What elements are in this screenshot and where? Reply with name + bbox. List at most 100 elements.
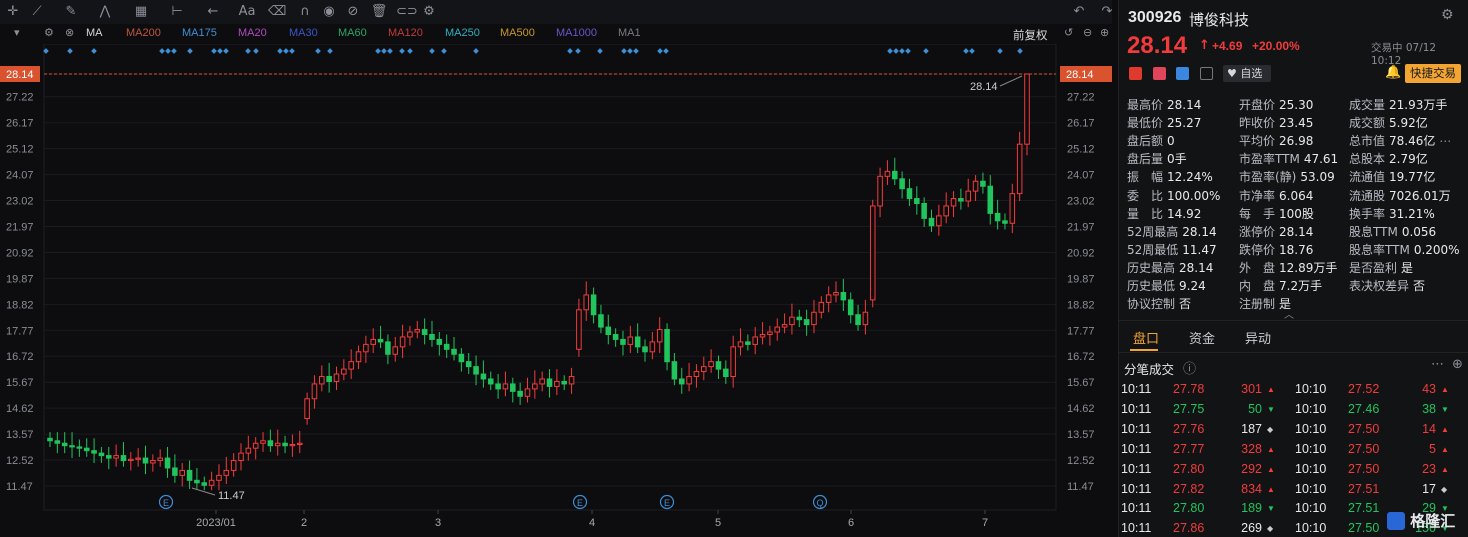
- redo-icon[interactable]: ↷: [1101, 4, 1113, 19]
- eraser-icon[interactable]: ⌫: [268, 4, 287, 19]
- line-icon[interactable]: ⟋: [32, 4, 42, 19]
- more-icon[interactable]: ⋯: [1435, 134, 1452, 149]
- magnet-icon[interactable]: ∩: [300, 4, 310, 19]
- gear-icon[interactable]: ⚙: [44, 27, 54, 39]
- range-icon[interactable]: ⊢: [171, 4, 183, 19]
- tab-0[interactable]: 盘口: [1133, 332, 1160, 347]
- ma-item-ma1000[interactable]: MA1000: [556, 27, 597, 39]
- reset-icon[interactable]: ↺: [1064, 27, 1074, 39]
- expand-icon[interactable]: ⊕: [1452, 357, 1463, 372]
- stat-5-2: 流通股 7026.01万: [1349, 187, 1451, 204]
- drawing-toolbar: ✛ ⟋ ✎ ⋀ ▦ ⊢ ← Aa ⌫ ∩ ◉ ⊘ 🗑 ⊂⊃ ⚙ ↶ ↷: [0, 0, 1112, 24]
- settings-icon[interactable]: ⚙: [1441, 7, 1454, 23]
- stock-name: 博俊科技: [1189, 11, 1250, 29]
- tick-volume: 38: [1422, 401, 1436, 416]
- event-diamond-icon: [473, 48, 479, 54]
- doc-icon[interactable]: [1200, 67, 1213, 80]
- tick-price: 27.78: [1173, 382, 1205, 396]
- zoom-out-icon[interactable]: ⊖: [1083, 27, 1093, 39]
- event-diamond-icon: [165, 48, 171, 54]
- low-pointer: [191, 487, 216, 496]
- ma-item-ma30[interactable]: MA30: [289, 27, 318, 39]
- candle-body: [245, 447, 252, 454]
- ma-item-ma200[interactable]: MA200: [126, 27, 161, 39]
- candle-body: [884, 170, 891, 177]
- text-icon[interactable]: Aa: [238, 4, 256, 19]
- stat-value: 7.2万手: [1279, 279, 1323, 293]
- tick-direction-icon: ▲: [1267, 464, 1275, 474]
- more-icon[interactable]: ⋯: [1431, 357, 1444, 372]
- stat-key: 委 比: [1127, 188, 1164, 203]
- collapse-icon[interactable]: ︿: [1284, 310, 1294, 321]
- lightning-icon[interactable]: [1153, 67, 1166, 80]
- info-icon[interactable]: ⓘ: [1183, 362, 1197, 377]
- hide-icon[interactable]: ⊘: [347, 4, 359, 19]
- tick-volume: 292: [1241, 461, 1262, 476]
- polyline-icon[interactable]: ⋀: [99, 4, 111, 19]
- tick-direction-icon: ▲: [1441, 424, 1449, 434]
- candlestick-chart[interactable]: 28.14 28.14 27.22 27.22 26.17 26.17 25.12 25.12…: [0, 44, 1112, 537]
- tab-2[interactable]: 异动: [1245, 332, 1272, 347]
- chevron-down-icon[interactable]: ▾: [14, 27, 20, 39]
- close-icon[interactable]: ⊗: [65, 27, 75, 39]
- tag-icon[interactable]: [1176, 67, 1189, 80]
- candle-body: [120, 455, 127, 462]
- ma-item-ma500[interactable]: MA500: [500, 27, 535, 39]
- tick-direction-icon: ▲: [1441, 444, 1449, 454]
- ma-item-ma120[interactable]: MA120: [388, 27, 423, 39]
- stat-key: 是否盈利: [1349, 260, 1398, 275]
- pen-icon[interactable]: ✎: [65, 4, 77, 19]
- measure-icon[interactable]: ▦: [134, 4, 148, 19]
- candle-body: [363, 343, 369, 353]
- tab-1[interactable]: 资金: [1189, 332, 1216, 347]
- zoom-in-icon[interactable]: ⊕: [1100, 27, 1110, 39]
- candle-body: [811, 311, 817, 326]
- trading-status: 交易中 07/12 10:12: [1371, 42, 1437, 67]
- candle-body: [61, 442, 68, 447]
- eye-icon[interactable]: ◉: [323, 4, 335, 19]
- tick-row: 10:11 27.80 292 10:10 27.50 23 ▲ ▲: [1119, 460, 1468, 480]
- ma-item-ma250[interactable]: MA250: [445, 27, 480, 39]
- event-diamond-icon: [217, 48, 223, 54]
- candle-body: [598, 314, 604, 328]
- flag-icon[interactable]: [1129, 67, 1142, 80]
- tick-time: 10:10: [1295, 441, 1327, 456]
- x-tick-label: 5: [715, 517, 721, 529]
- quick-trade-button[interactable]: 快捷交易: [1405, 64, 1461, 83]
- ma-item-ma20[interactable]: MA20: [238, 27, 267, 39]
- stat-key: 量 比: [1127, 206, 1164, 221]
- ma-label[interactable]: MA: [86, 27, 103, 39]
- candle-body: [869, 205, 876, 301]
- stat-key: 振 幅: [1127, 170, 1164, 185]
- add-watchlist-button[interactable]: ♥ 自选: [1223, 65, 1271, 82]
- toggle-icon[interactable]: ⊂⊃: [396, 4, 418, 19]
- stat-11-0: 协议控制否: [1127, 295, 1191, 312]
- bell-icon[interactable]: 🔔: [1385, 65, 1402, 80]
- ma-item-ma60[interactable]: MA60: [338, 27, 367, 39]
- tick-price: 27.51: [1348, 501, 1380, 516]
- candle-body: [495, 383, 501, 390]
- candle-body: [414, 329, 421, 333]
- stat-value: 11.47: [1182, 242, 1217, 257]
- ma-item-ma175[interactable]: MA175: [182, 27, 217, 39]
- candle-body: [480, 373, 487, 380]
- stat-8-0: 52周最低 11.47: [1127, 241, 1217, 258]
- ma-item-ma1[interactable]: MA1: [618, 27, 641, 39]
- tick-price: 27.80: [1173, 501, 1205, 516]
- y-tick-label-right: 12.52: [1067, 455, 1095, 467]
- tick-direction-icon: ▲: [1267, 385, 1275, 394]
- tick-volume: 301: [1241, 382, 1262, 396]
- heart-icon: ♥: [1227, 67, 1237, 80]
- event-diamond-icon: [963, 48, 969, 54]
- trash-icon[interactable]: 🗑: [370, 4, 388, 19]
- undo-icon[interactable]: ↶: [1073, 4, 1085, 19]
- crosshair-icon[interactable]: ✛: [7, 4, 19, 19]
- stat-key: 涨停价: [1239, 224, 1276, 239]
- tick-price: 27.50: [1348, 421, 1380, 436]
- arrow-icon[interactable]: ←: [207, 4, 219, 19]
- stat-value: 100股: [1279, 206, 1314, 221]
- settings-icon[interactable]: ⚙: [423, 4, 435, 19]
- candle-body: [671, 361, 678, 380]
- fuquan-toggle[interactable]: 前复权: [1013, 28, 1048, 42]
- stat-8-1: 跌停价 18.76: [1239, 241, 1313, 258]
